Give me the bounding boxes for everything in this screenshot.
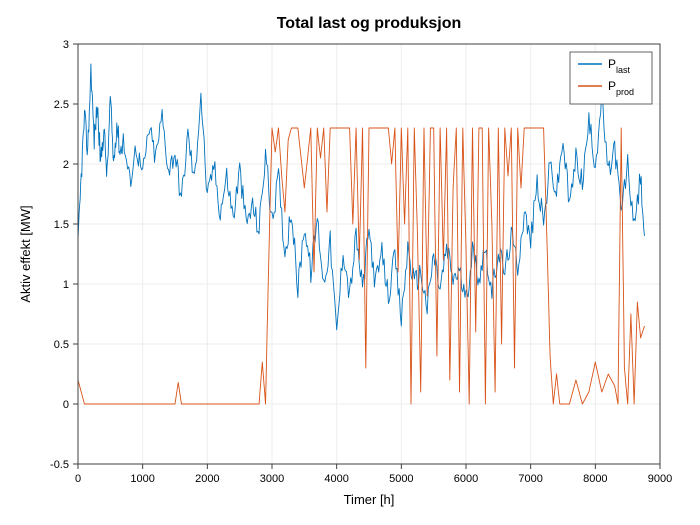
- xtick-label: 6000: [454, 473, 478, 485]
- ytick-label: 1: [63, 279, 69, 291]
- ytick-label: -0.5: [50, 459, 69, 471]
- x-axis-label: Timer [h]: [344, 492, 395, 507]
- xtick-label: 4000: [324, 473, 348, 485]
- xtick-label: 8000: [583, 473, 607, 485]
- xtick-label: 9000: [648, 473, 672, 485]
- xtick-label: 1000: [130, 473, 154, 485]
- ytick-label: 0.5: [54, 339, 69, 351]
- chart-title: Total last og produksjon: [277, 15, 462, 32]
- xtick-label: 3000: [260, 473, 284, 485]
- chart-container: 0 1000 2000 3000 4000 5000 6000 7000 8000 9000 -0.…: [0, 0, 700, 525]
- xtick-label: 7000: [518, 473, 542, 485]
- xtick-label: 2000: [195, 473, 219, 485]
- line-chart: 0 1000 2000 3000 4000 5000 6000 7000 8000 9000 -0.…: [0, 0, 700, 525]
- ytick-label: 0: [63, 399, 69, 411]
- ytick-label: 2: [63, 159, 69, 171]
- ytick-label: 1.5: [54, 219, 69, 231]
- y-axis-label: Aktiv effekt [MW]: [18, 205, 33, 302]
- xtick-label: 0: [75, 473, 81, 485]
- ytick-label: 3: [63, 39, 69, 51]
- xtick-label: 5000: [389, 473, 413, 485]
- ytick-label: 2.5: [54, 99, 69, 111]
